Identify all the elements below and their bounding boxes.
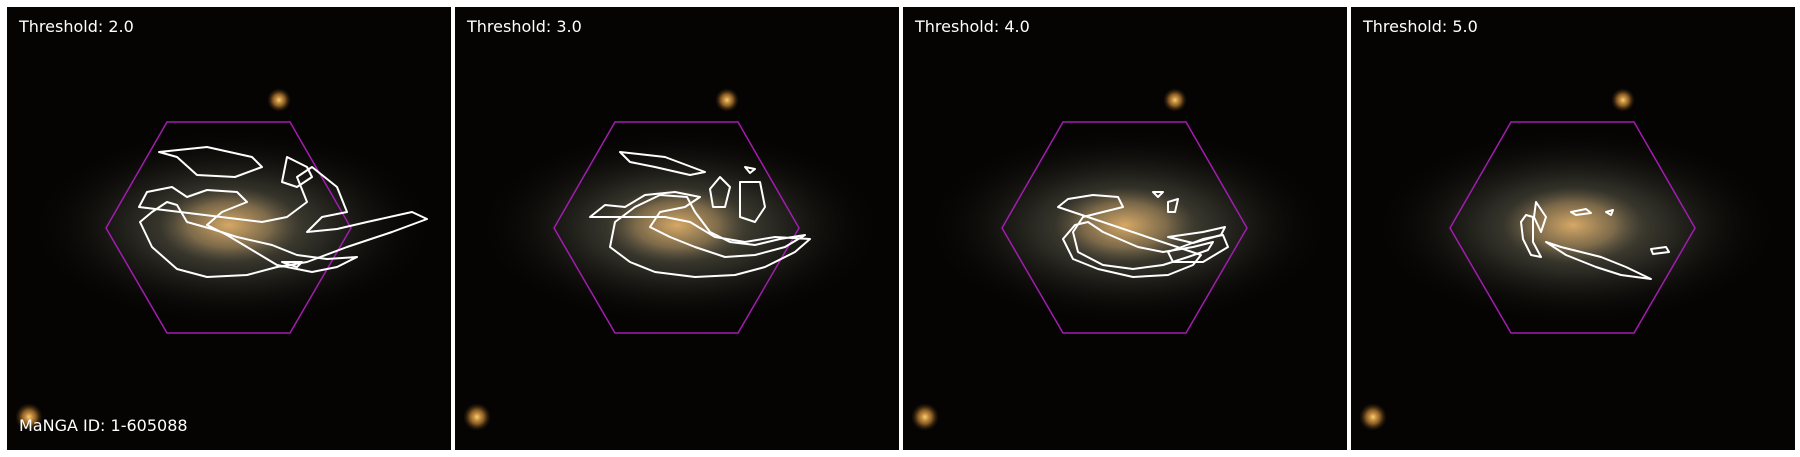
- galaxy-core: [1055, 187, 1195, 263]
- ifu-hexagon: [553, 121, 800, 334]
- panel-threshold-3: Threshold: 3.0: [455, 7, 899, 450]
- galaxy-core: [159, 187, 299, 263]
- foreground-star: [715, 88, 739, 112]
- panel-threshold-4: Threshold: 4.0: [903, 7, 1347, 450]
- threshold-label: Threshold: 3.0: [467, 17, 582, 36]
- panel-threshold-5: Threshold: 5.0: [1351, 7, 1795, 450]
- contour-lines: [138, 146, 428, 278]
- threshold-label: Threshold: 2.0: [19, 17, 134, 36]
- foreground-star: [1163, 88, 1187, 112]
- foreground-star: [463, 403, 491, 431]
- panel-threshold-2: Threshold: 2.0 MaNGA ID: 1-605088: [7, 7, 451, 450]
- galaxy-core: [1503, 187, 1643, 263]
- foreground-star: [1611, 88, 1635, 112]
- galaxy-core: [607, 187, 747, 263]
- contour-lines: [589, 151, 811, 278]
- ifu-hexagon: [1449, 121, 1696, 334]
- threshold-label: Threshold: 4.0: [915, 17, 1030, 36]
- ifu-hexagon: [1001, 121, 1248, 334]
- foreground-star: [911, 403, 939, 431]
- galaxy-image: [455, 7, 899, 450]
- galaxy-image: [903, 7, 1347, 450]
- contour-lines: [1057, 191, 1229, 278]
- contour-lines: [1520, 201, 1670, 280]
- foreground-star: [1359, 403, 1387, 431]
- foreground-star: [15, 403, 43, 431]
- galaxy-id-label: MaNGA ID: 1-605088: [19, 416, 188, 435]
- ifu-hexagon: [105, 121, 352, 334]
- galaxy-image: [1351, 7, 1795, 450]
- threshold-label: Threshold: 5.0: [1363, 17, 1478, 36]
- galaxy-image: [7, 7, 451, 450]
- foreground-star: [267, 88, 291, 112]
